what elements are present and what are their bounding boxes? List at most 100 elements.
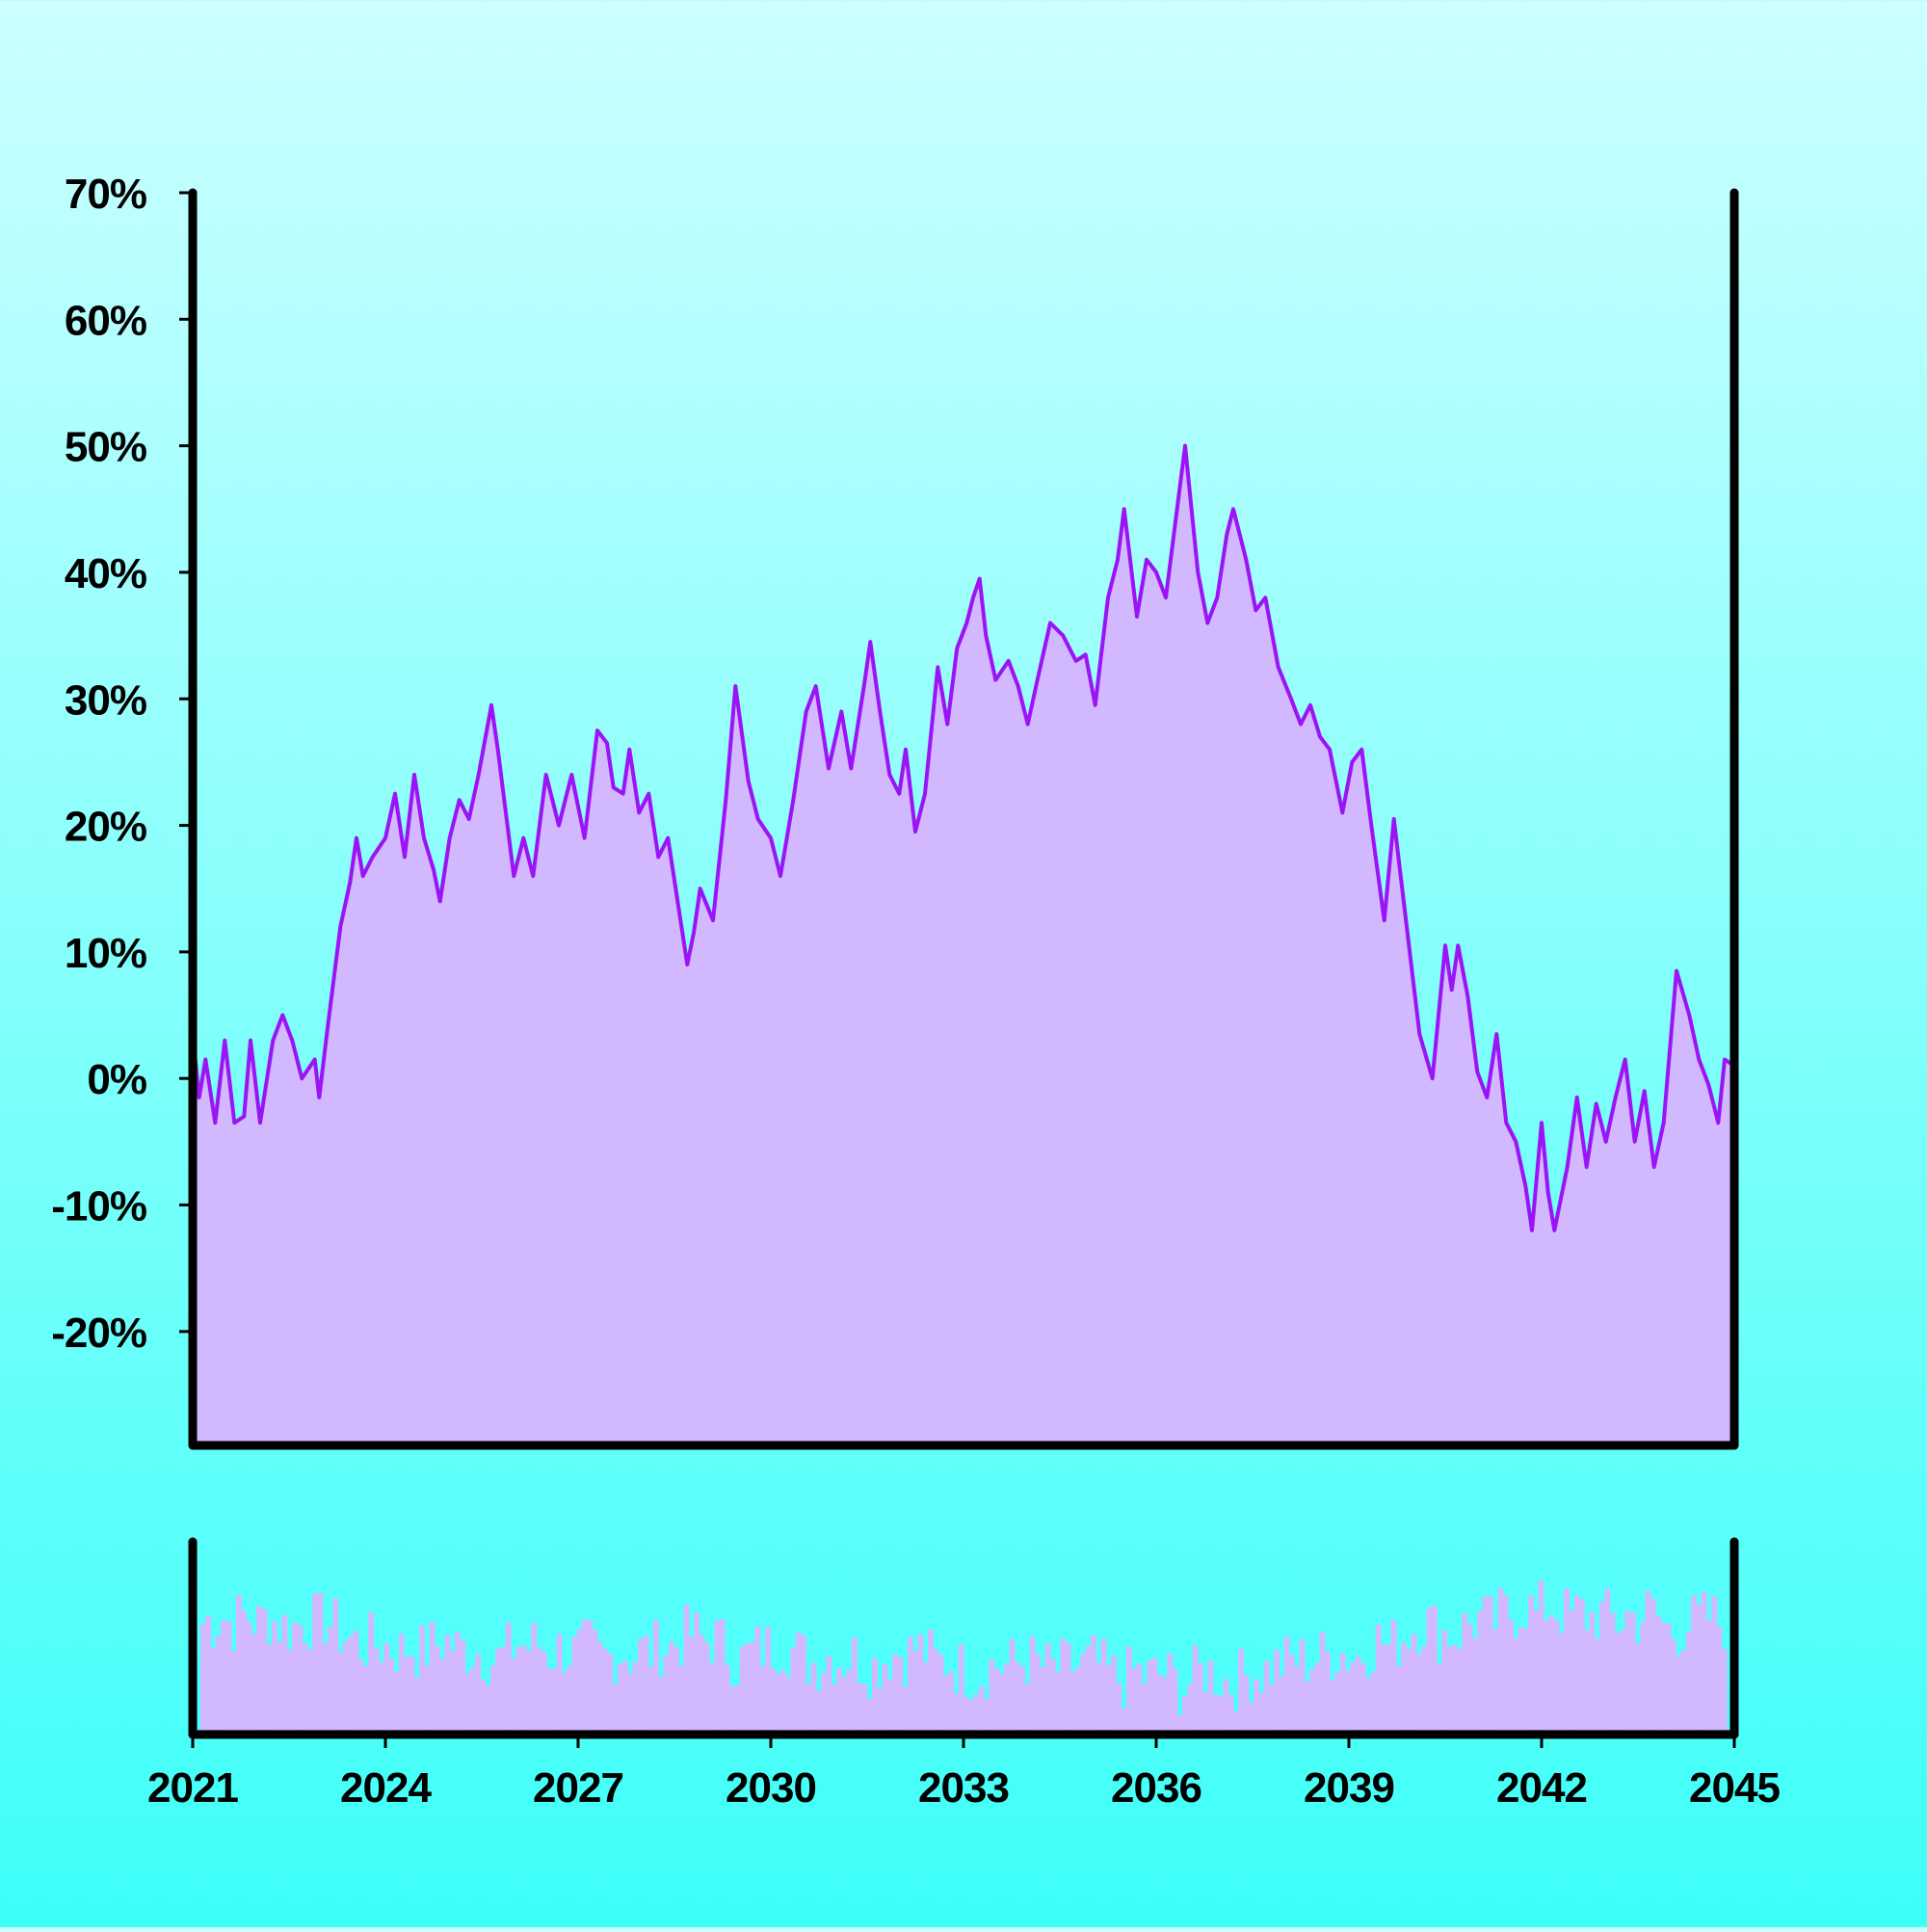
navigator-bar	[1578, 1599, 1585, 1734]
navigator-bar	[1095, 1662, 1102, 1734]
navigator-bar	[694, 1612, 700, 1734]
navigator-bar	[1375, 1624, 1382, 1734]
navigator-bar	[719, 1619, 726, 1734]
navigator-bar	[1573, 1596, 1580, 1734]
navigator-bar	[393, 1672, 400, 1734]
navigator-bar	[1223, 1679, 1229, 1734]
series-line	[191, 443, 1736, 1232]
navigator-bar	[210, 1647, 217, 1734]
navigator-bar	[1334, 1672, 1341, 1734]
x-tick-label: 2039	[1304, 1764, 1394, 1812]
navigator-bar	[500, 1646, 507, 1734]
navigator-bar	[1599, 1601, 1605, 1734]
navigator-bar	[1141, 1683, 1148, 1734]
y-tick-label: 20%	[65, 804, 146, 851]
navigator-bar	[688, 1636, 695, 1734]
navigator-bar	[1283, 1636, 1290, 1734]
navigator-bar	[1207, 1660, 1214, 1734]
navigator-bar	[1167, 1654, 1174, 1734]
navigator-bar	[1258, 1693, 1265, 1734]
navigator-bar	[785, 1677, 792, 1734]
navigator-bar	[439, 1658, 446, 1734]
navigator-bar	[1339, 1653, 1346, 1734]
navigator-bar	[897, 1656, 904, 1734]
navigator-bar	[1004, 1663, 1011, 1734]
navigator-bar	[836, 1668, 842, 1734]
navigator-bar	[460, 1640, 466, 1734]
navigator-bar	[485, 1685, 491, 1734]
navigator-bar	[1136, 1663, 1143, 1734]
x-tick-label: 2027	[533, 1764, 623, 1812]
navigator-bar	[877, 1688, 884, 1734]
navigator-bar	[622, 1660, 629, 1734]
navigator-bar	[805, 1683, 812, 1734]
navigator-bar	[1721, 1649, 1728, 1734]
navigator-bar	[353, 1630, 359, 1734]
navigator-bar	[429, 1621, 436, 1734]
navigator-bar	[1492, 1629, 1498, 1734]
x-tick-label: 2021	[147, 1764, 238, 1812]
x-tick-label: 2036	[1111, 1764, 1201, 1812]
navigator-bar	[993, 1668, 1000, 1734]
y-axis-ticks: 70% 60% 50% 40% 30% 20% 10% 0% -10% -20%	[51, 171, 193, 1357]
navigator-bar	[1131, 1668, 1138, 1734]
navigator-bar	[1029, 1636, 1036, 1734]
navigator-bar	[1080, 1654, 1087, 1734]
navigator-bar	[312, 1594, 319, 1734]
navigator-bar	[469, 1667, 476, 1734]
navigator-bar	[1330, 1680, 1336, 1734]
y-tick-label: 70%	[65, 171, 146, 218]
navigator-bar	[1680, 1650, 1687, 1734]
navigator-bar	[1437, 1664, 1442, 1734]
navigator-bar	[795, 1632, 802, 1734]
navigator-bar	[306, 1650, 313, 1734]
navigator-bar	[1518, 1627, 1524, 1734]
navigator-bar	[724, 1664, 730, 1734]
navigator-bar	[357, 1659, 364, 1734]
navigator-bar	[857, 1682, 862, 1734]
navigator-bar	[658, 1677, 665, 1734]
navigator-bar	[1446, 1646, 1453, 1734]
navigator-bar	[618, 1663, 623, 1734]
navigator-bar	[1543, 1620, 1549, 1734]
navigator-bar	[775, 1674, 781, 1734]
navigator-bar	[1055, 1672, 1061, 1734]
navigator-bar	[541, 1652, 547, 1734]
navigator-bar	[480, 1680, 487, 1734]
navigator-bar	[1238, 1649, 1244, 1734]
navigator-bar	[1288, 1654, 1295, 1734]
navigator-bar	[1069, 1672, 1076, 1734]
navigator-bar	[1065, 1643, 1071, 1734]
navigator-bar	[225, 1621, 232, 1734]
navigator-bar	[363, 1666, 369, 1734]
navigator-bar	[831, 1684, 837, 1734]
navigator-bar	[907, 1636, 913, 1734]
navigator-bar	[241, 1610, 248, 1734]
navigator-bar	[1386, 1644, 1392, 1734]
navigator-bar	[1091, 1635, 1096, 1734]
y-tick-label: 0%	[87, 1056, 146, 1103]
navigator-bar	[612, 1684, 619, 1734]
navigator-bar	[230, 1651, 237, 1734]
navigator-bar	[587, 1621, 594, 1734]
navigator-bar	[714, 1620, 721, 1734]
navigator-bar	[978, 1685, 985, 1734]
navigator-bar	[1594, 1638, 1600, 1734]
navigator-bar	[1716, 1627, 1723, 1734]
navigator-bar	[1421, 1646, 1428, 1734]
x-tick-label: 2024	[340, 1764, 432, 1812]
navigator-bar	[1431, 1605, 1438, 1734]
navigator-bar	[1696, 1604, 1703, 1734]
navigator-bar	[286, 1650, 293, 1734]
navigator-bar	[964, 1697, 969, 1734]
navigator-bar	[948, 1671, 955, 1734]
navigator-bar	[1156, 1674, 1163, 1734]
navigator-bar	[673, 1647, 679, 1734]
navigator-bar	[1274, 1650, 1280, 1734]
navigator-bar	[1564, 1588, 1570, 1734]
y-tick-label: 40%	[65, 550, 146, 597]
x-tick-label: 2042	[1496, 1764, 1587, 1812]
navigator-bar	[922, 1662, 929, 1734]
navigator-bar	[882, 1664, 888, 1734]
navigator-bar	[1034, 1654, 1041, 1734]
